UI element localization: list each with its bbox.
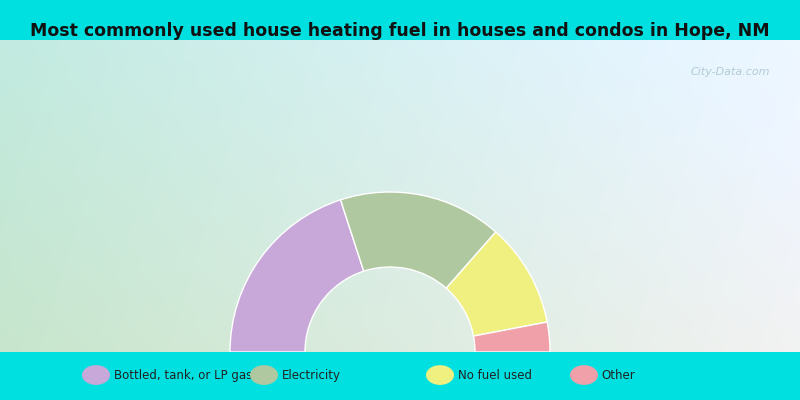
Wedge shape [446, 232, 547, 336]
Ellipse shape [250, 365, 278, 385]
Wedge shape [230, 200, 364, 352]
Ellipse shape [426, 365, 454, 385]
Text: City-Data.com: City-Data.com [690, 67, 770, 77]
Wedge shape [474, 322, 550, 352]
Text: Electricity: Electricity [282, 368, 341, 382]
Wedge shape [341, 192, 496, 288]
Text: Other: Other [602, 368, 635, 382]
Text: Most commonly used house heating fuel in houses and condos in Hope, NM: Most commonly used house heating fuel in… [30, 22, 770, 40]
Text: No fuel used: No fuel used [458, 368, 532, 382]
Ellipse shape [82, 365, 110, 385]
Text: Bottled, tank, or LP gas: Bottled, tank, or LP gas [114, 368, 252, 382]
Ellipse shape [570, 365, 598, 385]
